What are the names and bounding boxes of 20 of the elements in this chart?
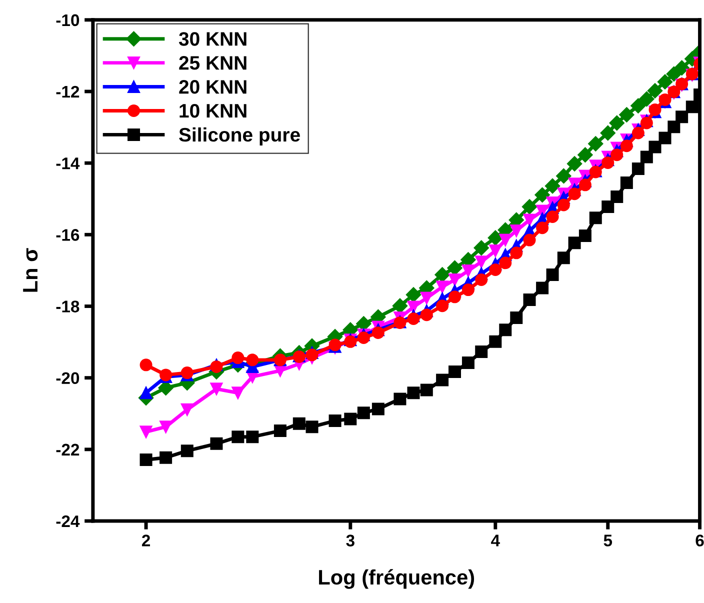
y-tick-label: -18: [56, 300, 80, 312]
legend-label: 10 KNN: [180, 104, 246, 118]
x-tick-label: 6: [696, 534, 704, 546]
y-tick-label: -20: [56, 372, 80, 384]
y-tick-label: -24: [56, 515, 80, 528]
x-tick-label: 3: [346, 534, 354, 546]
y-tick-label: -22: [56, 444, 80, 456]
x-tick-label: 5: [604, 534, 612, 546]
y-tick-label: -14: [56, 158, 80, 170]
x-tick-label: 4: [491, 534, 500, 546]
y-tick-label: -12: [56, 86, 80, 98]
legend-label: 25 KNN: [179, 56, 246, 70]
x-tick-label: 2: [142, 534, 150, 546]
y-tick-label: -16: [56, 229, 80, 241]
legend-label: 20 KNN: [179, 80, 246, 94]
y-axis-title: Ln σ: [23, 248, 38, 292]
legend-label: Silicone pure: [179, 127, 300, 146]
x-axis-title: Log (fréquence): [319, 569, 474, 589]
legend-label: 30 KNN: [178, 32, 246, 46]
y-tick-label: -10: [56, 14, 80, 26]
